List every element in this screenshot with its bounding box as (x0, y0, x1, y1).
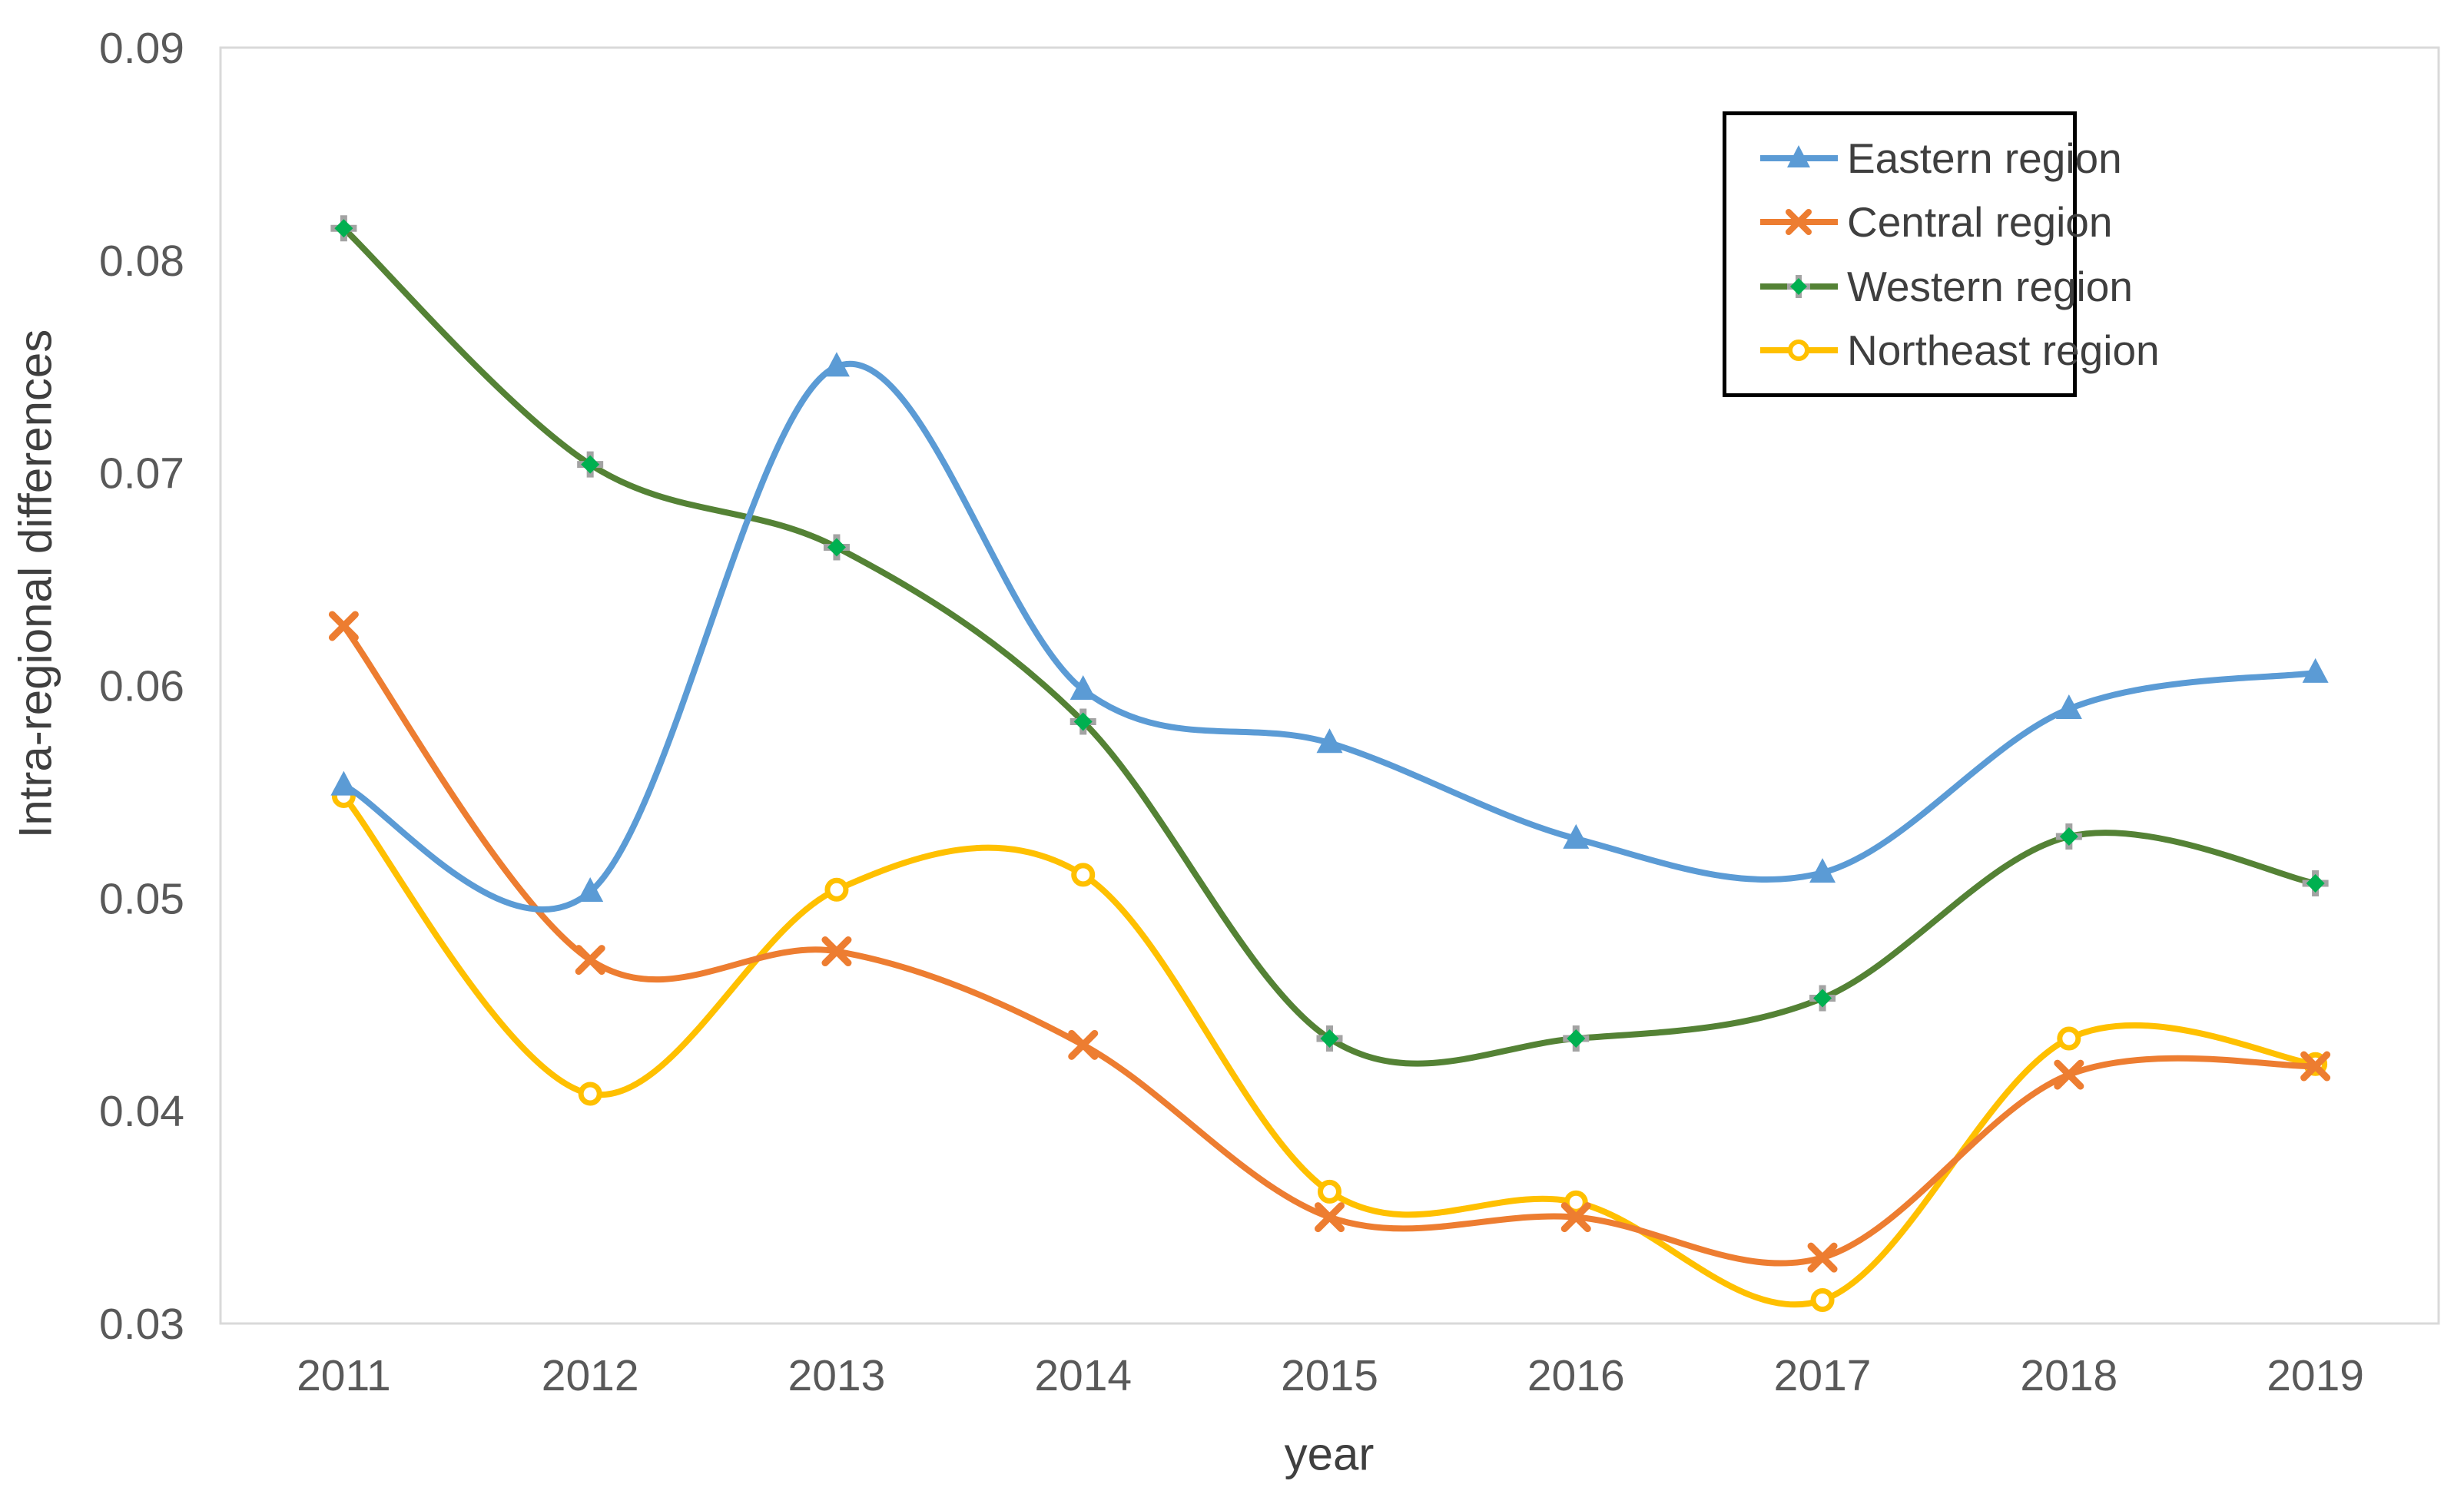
data-point-marker-triangle (1316, 728, 1343, 754)
data-point-marker-diamond (2306, 873, 2325, 893)
y-tick-label: 0.05 (99, 874, 184, 923)
data-point-marker-diamond (2059, 827, 2078, 846)
data-point-marker-triangle (1809, 858, 1836, 883)
plot-border (219, 46, 2440, 1325)
legend-swatch-central-icon (1760, 209, 1838, 236)
data-point-marker-x (821, 936, 852, 967)
y-tick-label: 0.04 (99, 1087, 184, 1136)
y-tick-label: 0.06 (99, 662, 184, 711)
data-point-marker-diamond (334, 219, 353, 238)
legend-label: Western region (1847, 262, 2133, 310)
legend-label: Northeast region (1847, 326, 2160, 375)
y-tick-label: 0.07 (99, 449, 184, 499)
data-point-marker-x (1807, 1242, 1838, 1273)
data-point-marker-circle (1564, 1190, 1588, 1214)
data-point-marker-x (575, 945, 605, 976)
data-point-marker-diamond (581, 455, 600, 474)
x-tick-label: 2016 (1527, 1351, 1625, 1400)
legend-label: Eastern region (1847, 134, 2122, 182)
data-point-marker-diamond (1813, 989, 1832, 1008)
data-point-marker-circle (1318, 1179, 1341, 1204)
data-point-marker-triangle (1563, 823, 1590, 849)
y-axis-title: Intra-regional differences (9, 329, 61, 839)
y-tick-label: 0.03 (99, 1300, 184, 1349)
legend-label: Central region (1847, 198, 2113, 247)
legend-swatch-eastern-icon (1760, 144, 1838, 167)
x-tick-label: 2012 (542, 1351, 639, 1400)
y-tick-label: 0.09 (99, 24, 184, 73)
y-tick-label: 0.08 (99, 237, 184, 286)
data-point-marker-triangle (330, 770, 357, 796)
x-tick-label: 2018 (2020, 1351, 2117, 1400)
data-point-marker-diamond (1567, 1029, 1586, 1048)
x-tick-label: 2015 (1281, 1351, 1378, 1400)
data-point-marker-diamond (1073, 712, 1093, 731)
data-point-marker-diamond (1320, 1029, 1339, 1048)
data-point-marker-x (328, 611, 359, 641)
x-tick-label: 2013 (788, 1351, 886, 1400)
data-point-marker-diamond (827, 538, 846, 557)
data-point-marker-x (2054, 1059, 2084, 1090)
legend-item-central-region: Central region (1759, 197, 2112, 247)
data-point-marker-circle (1071, 863, 1096, 887)
data-point-marker-triangle (1070, 675, 1096, 701)
data-point-marker-x (2300, 1051, 2331, 1082)
series-line-eastern-region (340, 361, 2319, 913)
data-point-marker-x (1560, 1202, 1591, 1233)
data-point-marker-x (1068, 1029, 1099, 1060)
x-tick-label: 2011 (297, 1351, 391, 1400)
series-line-western-region (340, 225, 2319, 1067)
series-line-northeast-region (340, 793, 2319, 1308)
data-point-marker-circle (578, 1082, 602, 1106)
data-point-marker-circle (1810, 1288, 1835, 1313)
data-point-marker-triangle (823, 352, 850, 377)
legend-swatch-northeast-icon (1760, 340, 1838, 362)
series-line-central-region (340, 622, 2319, 1267)
x-tick-label: 2014 (1034, 1351, 1132, 1400)
data-point-marker-triangle (2302, 658, 2329, 683)
data-point-marker-circle (2057, 1026, 2081, 1051)
legend: Eastern region Central region Western re… (1723, 111, 2160, 397)
legend-item-northeast-region: Northeast region (1759, 326, 2160, 375)
data-point-marker-triangle (577, 877, 604, 903)
x-tick-label: 2019 (2267, 1351, 2364, 1400)
data-point-marker-triangle (2055, 694, 2082, 719)
legend-item-eastern-region: Eastern region (1759, 134, 2122, 183)
data-point-marker-circle (824, 877, 849, 902)
data-point-marker-x (1315, 1202, 1345, 1233)
x-tick-label: 2017 (1774, 1351, 1872, 1400)
legend-item-western-region: Western region (1759, 262, 2133, 311)
x-axis-title: year (1284, 1428, 1375, 1480)
legend-swatch-western-icon (1760, 274, 1838, 298)
